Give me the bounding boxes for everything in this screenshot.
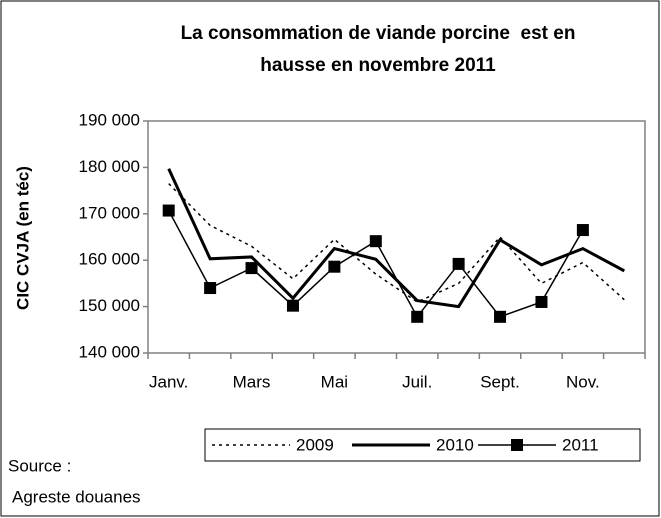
point-marker xyxy=(245,262,258,275)
point-marker xyxy=(535,295,548,308)
chart-title: La consommation de viande porcine est en xyxy=(181,23,576,44)
chart-title: hausse en novembre 2011 xyxy=(260,55,496,76)
legend-label: 2010 xyxy=(436,435,474,454)
x-tick-label: Nov. xyxy=(566,372,600,391)
point-marker xyxy=(204,282,217,295)
point-marker xyxy=(576,224,589,237)
point-marker xyxy=(452,257,465,270)
legend-label: 2011 xyxy=(562,435,599,454)
point-marker xyxy=(494,310,507,323)
source-label: Source : xyxy=(8,456,71,475)
y-tick-label: 140 000 xyxy=(79,342,140,361)
legend-marker xyxy=(511,439,523,451)
point-marker xyxy=(286,299,299,312)
x-tick-label: Mai xyxy=(321,372,348,391)
x-tick-label: Mars xyxy=(233,372,271,391)
x-tick-label: Sept. xyxy=(480,372,520,391)
y-tick-label: 150 000 xyxy=(79,296,140,315)
point-marker xyxy=(162,204,175,217)
point-marker xyxy=(369,235,382,248)
point-marker xyxy=(411,310,424,323)
y-tick-label: 160 000 xyxy=(79,250,140,269)
legend-label: 2009 xyxy=(296,435,334,454)
x-tick-label: Janv. xyxy=(149,372,188,391)
y-tick-label: 190 000 xyxy=(79,110,140,129)
y-tick-label: 170 000 xyxy=(79,203,140,222)
point-marker xyxy=(328,260,341,273)
y-tick-label: 180 000 xyxy=(79,157,140,176)
y-axis-title: CIC CVJA (en téc) xyxy=(13,166,32,310)
x-tick-label: Juil. xyxy=(402,372,432,391)
source: Agreste douanes xyxy=(12,487,141,506)
series-line xyxy=(168,183,625,303)
